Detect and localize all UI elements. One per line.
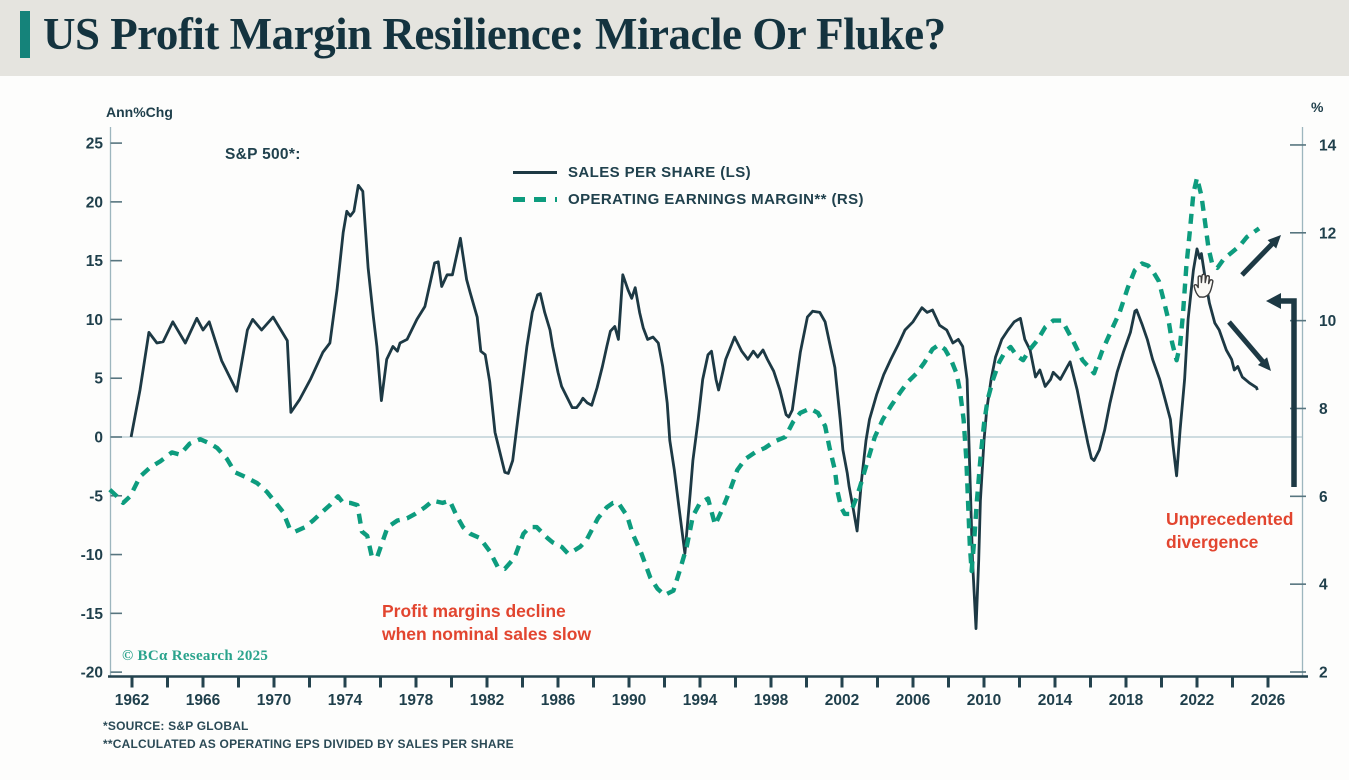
x-label-1990: 1990: [612, 692, 646, 709]
operating-margin-line: [108, 175, 1261, 598]
right-label-6: 6: [1319, 489, 1328, 506]
x-label-2014: 2014: [1038, 692, 1073, 709]
left-label--15: -15: [81, 606, 104, 623]
left-label-15: 15: [86, 253, 104, 270]
x-label-1970: 1970: [257, 692, 291, 709]
left-label-10: 10: [86, 312, 103, 329]
x-label-2022: 2022: [1180, 692, 1214, 709]
left-label--10: -10: [81, 547, 103, 564]
hand-cursor-icon: [1193, 273, 1214, 298]
x-label-2026: 2026: [1251, 692, 1286, 709]
hand-cursor-shape: [1193, 273, 1214, 298]
x-label-1982: 1982: [470, 692, 504, 709]
bracket-arrow-left-icon: [1279, 298, 1297, 487]
right-label-12: 12: [1319, 225, 1336, 242]
x-label-2002: 2002: [825, 692, 859, 709]
x-label-1962: 1962: [115, 692, 149, 709]
x-label-1978: 1978: [399, 692, 434, 709]
left-label-0: 0: [94, 430, 103, 447]
x-label-1986: 1986: [541, 692, 576, 709]
arrow-up-right-icon: [1240, 241, 1275, 277]
left-label--20: -20: [81, 665, 103, 682]
right-label-8: 8: [1319, 401, 1328, 418]
right-label-14: 14: [1319, 137, 1337, 154]
title-band: US Profit Margin Resilience: Miracle Or …: [0, 0, 1349, 76]
x-label-1974: 1974: [328, 692, 363, 709]
left-label--5: -5: [89, 488, 103, 505]
left-label-20: 20: [86, 194, 103, 211]
left-label-25: 25: [86, 136, 104, 153]
arrow-up-right-head-icon: [1267, 235, 1281, 249]
sales-per-share-line: [129, 184, 1259, 630]
bracket-arrowhead-icon: [1266, 293, 1281, 309]
x-label-1966: 1966: [186, 692, 221, 709]
x-label-1998: 1998: [754, 692, 789, 709]
arrow-down-right-head-icon: [1257, 357, 1271, 371]
x-label-2018: 2018: [1109, 692, 1144, 709]
x-label-1994: 1994: [683, 692, 718, 709]
right-label-2: 2: [1319, 665, 1328, 682]
arrow-down-right-icon: [1227, 320, 1266, 365]
title-accent-bar: [20, 11, 30, 58]
right-label-4: 4: [1319, 577, 1328, 594]
page-title: US Profit Margin Resilience: Miracle Or …: [43, 9, 946, 59]
left-label-5: 5: [94, 371, 103, 388]
right-label-10: 10: [1319, 313, 1336, 330]
x-label-2006: 2006: [896, 692, 931, 709]
x-label-2010: 2010: [967, 692, 1001, 709]
